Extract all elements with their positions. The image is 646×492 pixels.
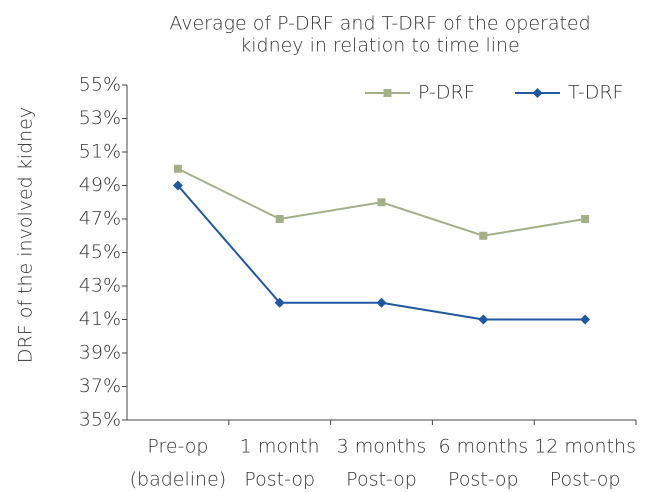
marker — [274, 297, 285, 308]
chart-title: Average of P-DRF and T-DRF of the operat… — [169, 13, 590, 35]
marker — [377, 198, 386, 207]
marker — [173, 164, 182, 173]
marker — [275, 215, 284, 223]
x-tick-label: 6 months — [438, 436, 528, 458]
x-tick-label: Post-op — [550, 469, 621, 491]
x-tick-label: 3 months — [337, 436, 427, 458]
y-tick-label: 35% — [79, 409, 121, 431]
y-axis-label: DRF of the involved kidney — [15, 107, 37, 363]
x-tick-label: 12 months — [534, 436, 636, 458]
x-tick-label: 1 month — [240, 436, 320, 458]
y-tick-label: 51% — [79, 141, 121, 163]
y-tick-label: 41% — [79, 308, 121, 330]
y-tick-label: 55% — [79, 74, 121, 96]
y-tick-label: 53% — [79, 107, 121, 129]
y-tick-label: 37% — [79, 375, 121, 397]
x-tick-label: Post-op — [346, 469, 417, 491]
marker — [580, 314, 591, 325]
x-tick-label: Post-op — [448, 469, 519, 491]
marker — [376, 297, 387, 308]
legend-label: T-DRF — [568, 82, 623, 104]
x-tick-label: Post-op — [244, 469, 315, 491]
y-tick-label: 47% — [79, 208, 121, 230]
x-tick-label: (badeline) — [130, 469, 227, 491]
y-tick-label: 49% — [79, 174, 121, 196]
marker — [581, 215, 590, 223]
marker — [532, 88, 543, 98]
marker — [478, 314, 489, 325]
legend-label: P-DRF — [418, 82, 475, 104]
chart-title: kidney in relation to time line — [240, 35, 520, 57]
y-tick-label: 45% — [79, 241, 121, 263]
marker — [172, 180, 183, 191]
marker — [383, 89, 392, 97]
y-tick-label: 39% — [79, 342, 121, 364]
y-tick-label: 43% — [79, 275, 121, 297]
marker — [479, 231, 488, 240]
x-tick-label: Pre-op — [147, 436, 208, 458]
